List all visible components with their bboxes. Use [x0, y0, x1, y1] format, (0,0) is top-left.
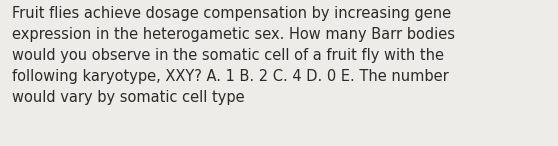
Text: Fruit flies achieve dosage compensation by increasing gene
expression in the het: Fruit flies achieve dosage compensation …	[12, 6, 455, 105]
